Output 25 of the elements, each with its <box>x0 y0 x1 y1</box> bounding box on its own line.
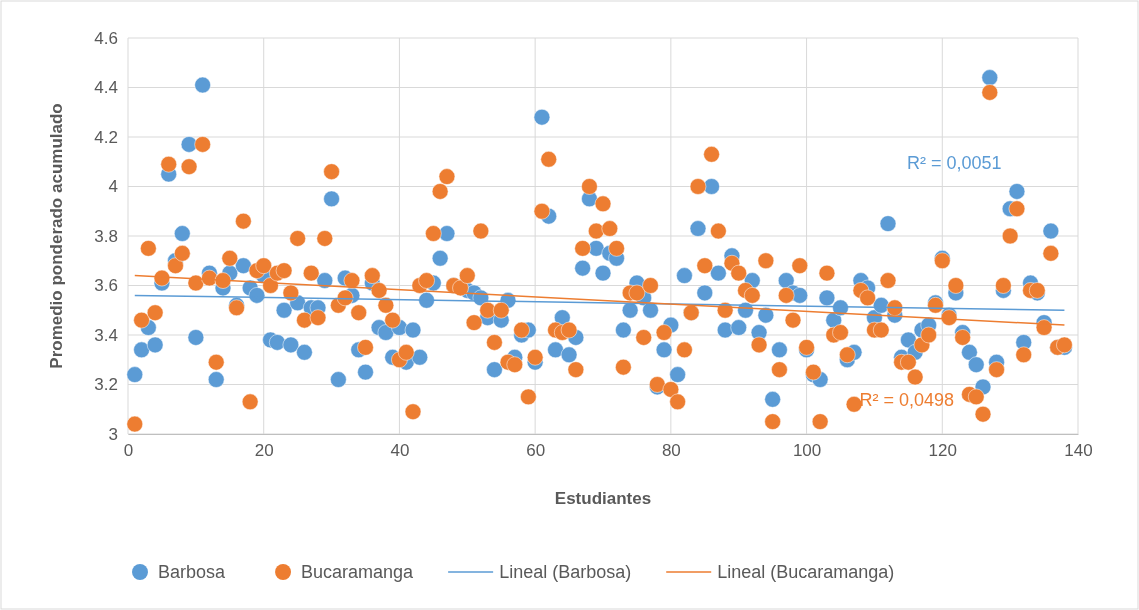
annotation: R² = 0,0051 <box>907 152 1002 173</box>
x-tick-label: 0 <box>123 441 134 461</box>
y-tick-label: 4 <box>108 177 118 197</box>
y-tick-label: 3.4 <box>94 325 118 345</box>
y-tick-label: 3.6 <box>94 276 118 296</box>
y-tick-label: 4.4 <box>94 78 118 98</box>
x-tick-label: 80 <box>661 441 681 461</box>
legend-label: Lineal (Barbosa) <box>499 562 632 582</box>
x-tick-label: 120 <box>928 441 957 461</box>
legend-label: Barbosa <box>158 562 227 582</box>
legend-label: Lineal (Bucaramanga) <box>717 562 895 582</box>
x-tick-label: 60 <box>526 441 546 461</box>
x-tick-label: 140 <box>1064 441 1093 461</box>
y-tick-label: 4.2 <box>94 127 118 147</box>
y-tick-label: 3 <box>108 424 118 444</box>
y-tick-label: 4.6 <box>94 28 118 48</box>
legend-label: Bucaramanga <box>301 562 415 582</box>
annotation: R² = 0,0498 <box>859 390 955 411</box>
x-tick-label: 20 <box>254 441 274 461</box>
y-tick-label: 3.2 <box>94 375 118 395</box>
x-tick-label: 40 <box>390 441 410 461</box>
x-axis-title: Estudiantes <box>554 489 652 508</box>
x-tick-label: 100 <box>792 441 822 461</box>
y-tick-label: 3.8 <box>94 226 118 246</box>
y-axis-title: Promedio ponderado acumulado <box>47 103 66 369</box>
